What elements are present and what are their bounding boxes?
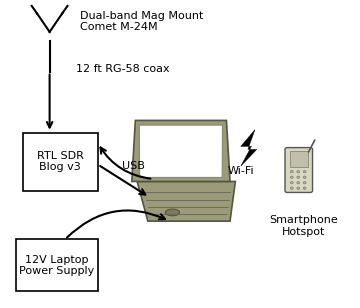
- Text: 12 ft RG-58 coax: 12 ft RG-58 coax: [76, 63, 170, 74]
- FancyBboxPatch shape: [23, 133, 98, 191]
- FancyBboxPatch shape: [16, 239, 98, 291]
- Circle shape: [291, 181, 293, 184]
- Polygon shape: [137, 181, 235, 221]
- Ellipse shape: [165, 209, 180, 216]
- Text: Smartphone
Hotspot: Smartphone Hotspot: [269, 215, 338, 237]
- Polygon shape: [241, 130, 257, 166]
- Text: RTL SDR
Blog v3: RTL SDR Blog v3: [37, 151, 84, 172]
- Circle shape: [297, 187, 300, 189]
- Text: USB: USB: [122, 161, 145, 171]
- Circle shape: [303, 181, 306, 184]
- Circle shape: [303, 171, 306, 173]
- Circle shape: [297, 171, 300, 173]
- Circle shape: [291, 187, 293, 189]
- Polygon shape: [132, 120, 230, 181]
- Circle shape: [297, 176, 300, 178]
- Text: 12V Laptop
Power Supply: 12V Laptop Power Supply: [19, 255, 94, 276]
- Circle shape: [303, 176, 306, 178]
- Text: Wi-Fi: Wi-Fi: [228, 166, 254, 176]
- Circle shape: [291, 171, 293, 173]
- FancyBboxPatch shape: [285, 148, 312, 192]
- Text: Dual-band Mag Mount
Comet M-24M: Dual-band Mag Mount Comet M-24M: [80, 10, 203, 32]
- Circle shape: [303, 187, 306, 189]
- Circle shape: [291, 176, 293, 178]
- FancyBboxPatch shape: [290, 151, 307, 167]
- Polygon shape: [139, 125, 222, 177]
- Circle shape: [297, 181, 300, 184]
